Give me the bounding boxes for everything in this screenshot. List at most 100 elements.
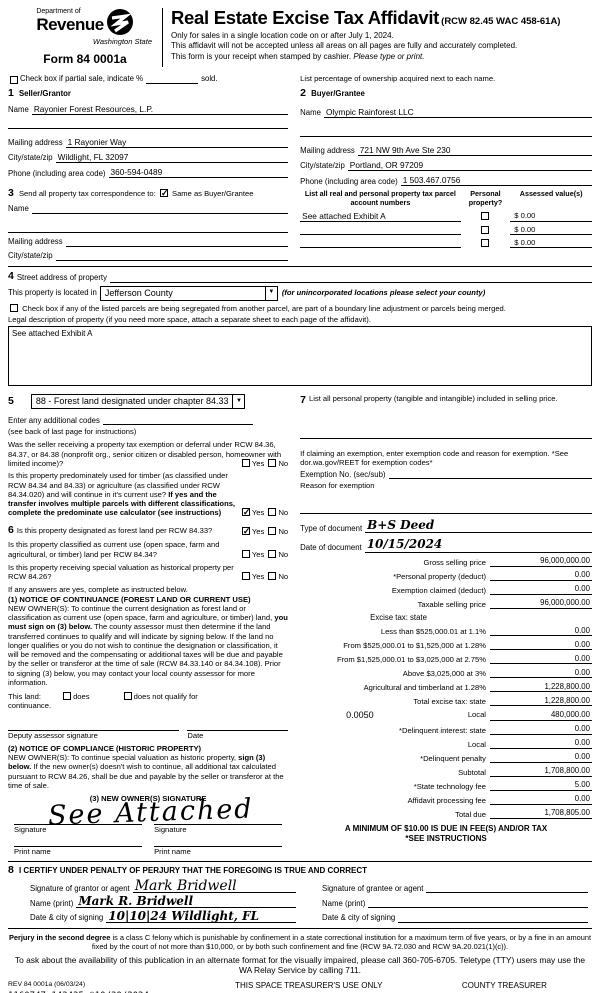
seller-name-field[interactable]: Rayonier Forest Resources, L.P. <box>31 104 289 115</box>
seller-name2-field[interactable] <box>8 119 289 129</box>
seller-exemption-yes-checkbox[interactable] <box>241 459 250 468</box>
current-use-no-checkbox[interactable] <box>268 549 277 558</box>
taxable-selling-price-field[interactable]: 96,000,000.00 <box>489 598 592 609</box>
county-treasurer-label: COUNTY TREASURER <box>461 981 547 991</box>
seller-exemption-no-checkbox[interactable] <box>268 459 277 468</box>
affidavit-processing-fee-field[interactable]: 0.00 <box>489 794 592 805</box>
exemption-claimed-field[interactable]: 0.00 <box>489 584 592 595</box>
buyer-name2-field[interactable] <box>300 127 592 137</box>
personal-property-checkbox[interactable] <box>481 238 490 247</box>
tier2-tax-field[interactable]: 0.00 <box>489 640 592 651</box>
new-owner-printname-field[interactable] <box>154 835 283 847</box>
grantor-date-city-field[interactable]: 10|10|24 Wildlight, FL <box>106 910 296 923</box>
dor-state-label: Washington State <box>92 37 152 46</box>
deputy-date-field[interactable] <box>187 719 289 731</box>
delinquent-interest-state-field[interactable]: 0.00 <box>489 724 592 735</box>
perjury-note: Perjury in the second degree is a class … <box>8 933 592 951</box>
total-state-excise-field[interactable]: 1,228,800.00 <box>489 696 592 707</box>
notice1-text-bold: you must sign on (3) below. <box>8 613 288 632</box>
exemption-no-field[interactable] <box>388 469 592 480</box>
tax-code-dropdown[interactable]: 88 - Forest land designated under chapte… <box>30 394 246 410</box>
grantee-date-city-field[interactable] <box>398 913 588 923</box>
personal-property-deduct-field[interactable]: 0.00 <box>489 570 592 581</box>
buyer-mailing-field[interactable]: 721 NW 9th Ave Ste 230 <box>357 145 592 156</box>
state-technology-fee-field[interactable]: 5.00 <box>489 780 592 791</box>
buyer-city-field[interactable]: Portland, OR 97209 <box>347 160 592 171</box>
partial-sale-suffix: sold. <box>201 74 218 84</box>
historic-no-checkbox[interactable] <box>268 572 277 581</box>
grantor-signature-field[interactable]: Mark Bridwell <box>132 879 296 894</box>
tier4-tax-field[interactable]: 0.00 <box>489 668 592 679</box>
money-label: *Delinquent interest: state <box>399 725 486 735</box>
correspondence-same-checkbox[interactable]: ✓ <box>159 189 168 197</box>
correspondence-mailing-field[interactable] <box>65 237 289 247</box>
legal-description-field[interactable]: See attached Exhibit A <box>8 326 592 387</box>
assessed-value-field[interactable]: $ 0.00 <box>510 238 592 249</box>
personal-property-list-field[interactable] <box>300 429 592 439</box>
parcel-number-field[interactable] <box>300 238 461 249</box>
street-address-field[interactable] <box>110 273 592 283</box>
seller-city-field[interactable]: Wildlight, FL 32097 <box>55 152 289 163</box>
delinquent-penalty-field[interactable]: 0.00 <box>489 752 592 763</box>
personal-property-checkbox[interactable] <box>481 225 490 234</box>
grantor-name-print-field[interactable]: Mark R. Bridwell <box>76 895 296 909</box>
correspondence-city-field[interactable] <box>55 251 289 261</box>
current-use-yes-checkbox[interactable] <box>241 549 250 558</box>
deputy-assessor-signature-field[interactable] <box>8 719 180 731</box>
parcel-number-field[interactable] <box>300 225 461 235</box>
chevron-down-icon[interactable]: ▼ <box>232 395 244 409</box>
grantee-signature-field[interactable] <box>426 883 588 894</box>
money-label: Taxable selling price <box>417 599 486 609</box>
segregated-checkbox[interactable] <box>10 303 18 312</box>
personal-property-checkbox[interactable] <box>481 212 490 221</box>
ag-timberland-tax-field[interactable]: 1,228,800.00 <box>489 682 592 693</box>
section8-divider <box>8 860 592 862</box>
timber-yes-checkbox[interactable]: ✓ <box>241 508 250 517</box>
gross-selling-price-field[interactable]: 96,000,000.00 <box>489 556 592 567</box>
subtotal-field[interactable]: 1,708,800.00 <box>489 766 592 777</box>
land-does-not-checkbox[interactable] <box>123 692 132 701</box>
print-name-label: Print name <box>14 846 51 856</box>
local-tax-field[interactable]: 480,000.00 <box>489 710 592 721</box>
new-owner-printname-field[interactable] <box>14 835 143 847</box>
dor-logo: Department of Revenue Washington State F… <box>8 6 156 67</box>
buyer-phone-field[interactable]: 1 503.467.0756 <box>400 175 592 186</box>
seller-phone-field[interactable]: 360-594-0489 <box>108 167 289 178</box>
land-does-checkbox[interactable] <box>63 692 72 701</box>
new-owner-signature-field[interactable] <box>14 813 143 826</box>
new-owner-signature-field[interactable] <box>154 813 283 826</box>
seller-mailing-field[interactable]: 1 Rayonier Way <box>65 137 289 148</box>
section7-intro: List all personal property (tangible and… <box>309 394 558 404</box>
type-of-document-field[interactable]: B+S Deed <box>365 518 592 534</box>
correspondence-name-field[interactable] <box>31 204 289 214</box>
assessed-value-field[interactable]: $ 0.00 <box>510 211 592 222</box>
delinquent-interest-local-field[interactable]: 0.00 <box>489 738 592 749</box>
total-due-field[interactable]: 1,708,805.00 <box>489 808 592 819</box>
chevron-down-icon[interactable]: ▼ <box>264 286 277 300</box>
tier1-tax-field[interactable]: 0.00 <box>489 626 592 637</box>
grantor-name-print-label: Name (print) <box>30 898 74 908</box>
historic-yes-checkbox[interactable] <box>241 572 250 581</box>
section3-number: 3 <box>8 187 14 199</box>
grantee-date-city-label: Date & city of signing <box>322 913 396 923</box>
partial-sale-checkbox[interactable] <box>10 75 18 84</box>
assessed-value-field[interactable]: $ 0.00 <box>510 225 592 235</box>
seller-phone-label: Phone (including area code) <box>8 168 106 178</box>
grantee-name-print-field[interactable] <box>368 898 588 909</box>
correspondence-name2-field[interactable] <box>8 223 289 233</box>
partial-sale-percent-field[interactable] <box>146 74 199 84</box>
timber-no-checkbox[interactable] <box>268 508 277 517</box>
current-use-question: Is this property classified as current u… <box>8 540 220 559</box>
yes-label: Yes <box>251 549 265 559</box>
section6-number: 6 <box>8 523 14 536</box>
forest-no-checkbox[interactable] <box>268 527 277 536</box>
minimum-due-note: A MINIMUM OF $10.00 IS DUE IN FEE(S) AND… <box>344 823 548 833</box>
date-of-document-field[interactable]: 10/15/2024 <box>364 537 592 553</box>
forest-yes-checkbox[interactable]: ✓ <box>241 527 250 536</box>
county-dropdown[interactable]: Jefferson County ▼ <box>99 285 278 301</box>
historic-question: Is this property receiving special valua… <box>8 562 234 582</box>
parcel-number-field[interactable]: See attached Exhibit A <box>300 211 461 222</box>
buyer-name-field[interactable]: Olympic Rainforest LLC <box>323 107 592 118</box>
tier3-tax-field[interactable]: 0.00 <box>489 654 592 665</box>
additional-codes-field[interactable] <box>102 415 253 426</box>
